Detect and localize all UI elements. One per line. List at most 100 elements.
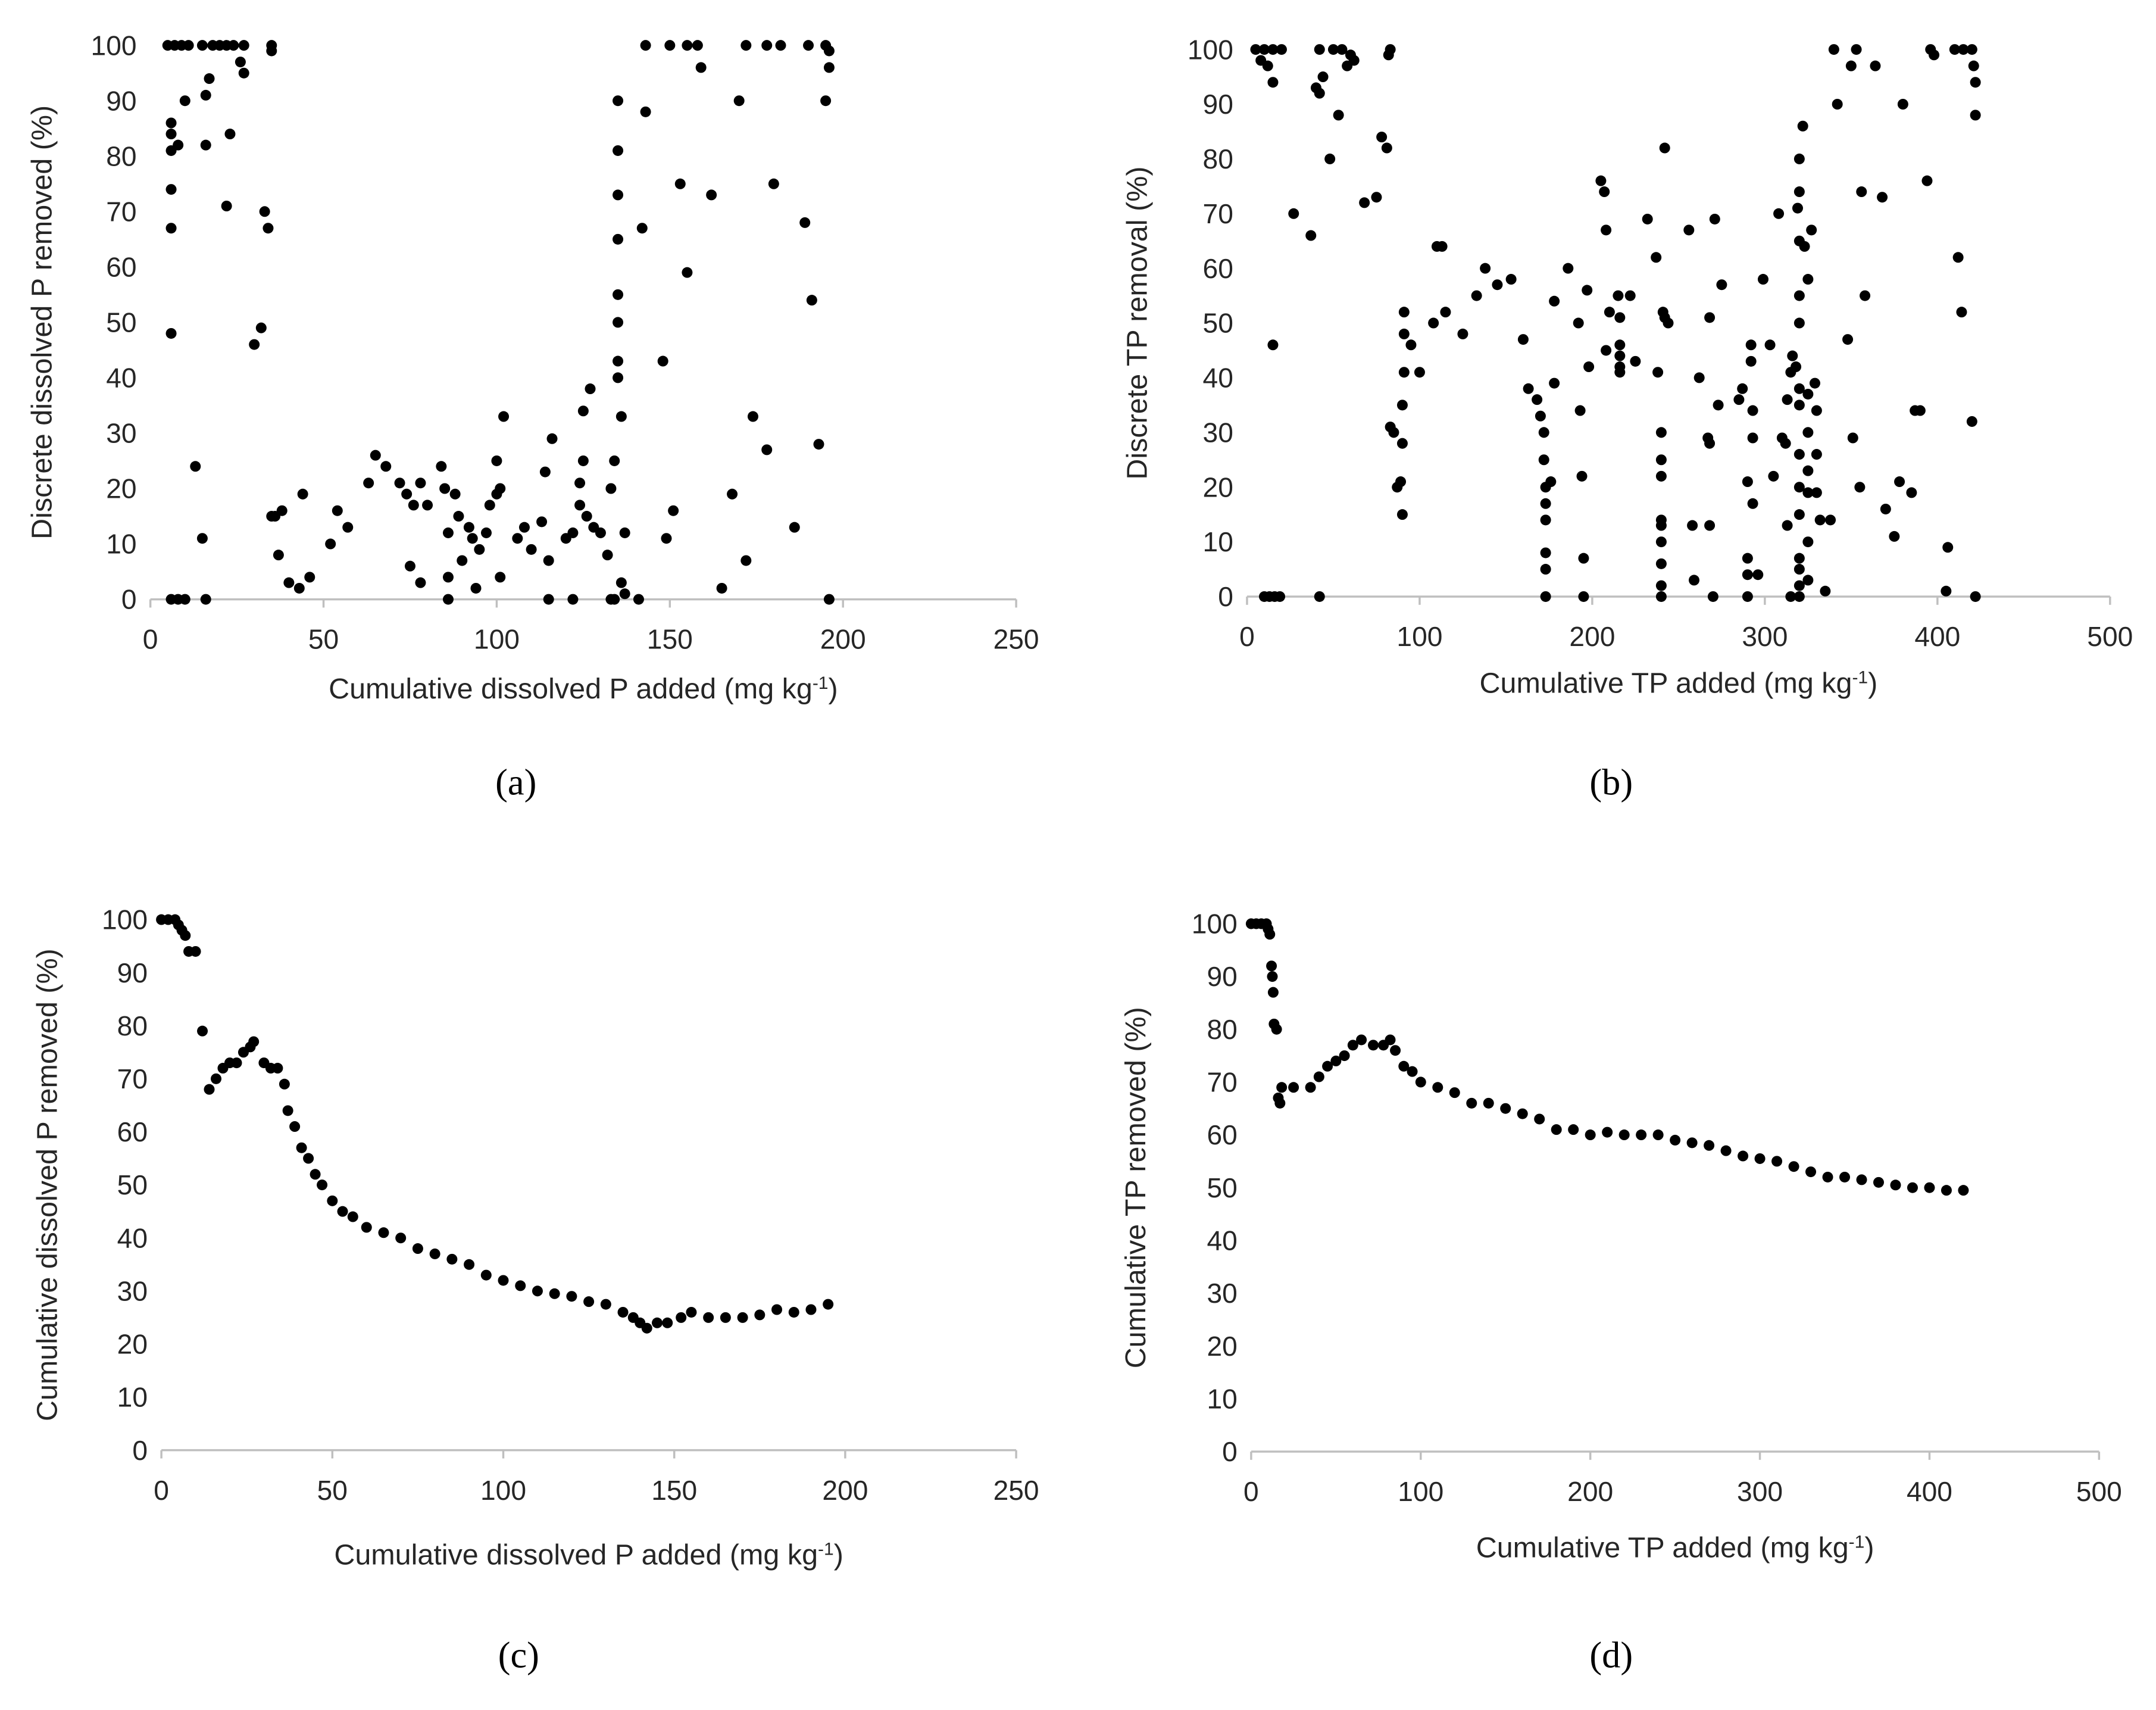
x-tick-label: 400 [1907,1476,1952,1507]
point [1802,465,1814,476]
point [1595,175,1607,186]
point [1802,536,1814,548]
y-tick-label: 100 [1192,909,1238,940]
point [1787,350,1798,361]
point [613,372,624,383]
point [1738,1150,1749,1162]
point [640,40,651,51]
x-axis-label: Cumulative dissolved P added (mg kg-1) [334,1539,843,1571]
point [1333,110,1344,121]
point [1704,520,1716,531]
point [1737,383,1748,394]
point [1811,449,1822,460]
point [248,1036,260,1047]
point [1655,536,1667,548]
point [1534,1113,1545,1125]
x-axis-label: Cumulative dissolved P added (mg kg-1) [329,673,838,705]
point [1860,290,1871,301]
point [512,533,523,544]
point [609,594,620,605]
point [370,450,381,461]
point [1398,367,1410,378]
point [422,500,433,511]
point [1704,312,1716,323]
x-tick-label: 50 [308,624,339,655]
point [446,1253,458,1265]
point [1793,591,1805,602]
point [664,40,676,51]
point [1670,1134,1681,1146]
x-tick-label: 0 [154,1475,169,1506]
x-axis-label-part: Cumulative dissolved P added (mg kg [334,1539,818,1571]
point [1480,263,1491,274]
point [1788,1161,1799,1172]
x-tick-label: 100 [1398,1476,1443,1507]
x-axis-label-part: ) [1864,1532,1874,1564]
point [1822,1171,1833,1182]
point [1842,334,1854,345]
point [1613,290,1624,301]
point [1970,591,1981,602]
point [1578,553,1589,564]
point [1457,328,1468,339]
y-tick-label: 10 [1207,1383,1237,1414]
point [806,295,817,306]
point [1371,192,1382,203]
y-tick-label: 100 [1188,34,1233,65]
point [1688,575,1699,586]
point [337,1206,348,1217]
point [1274,1097,1286,1109]
point [463,522,474,533]
point [1324,153,1336,164]
point [282,1105,293,1116]
point [1385,44,1396,55]
y-tick-label: 0 [1218,581,1233,612]
point [692,40,703,51]
y-tick-label: 60 [1207,1119,1237,1150]
panel-label: (c) [498,1634,539,1675]
point [1274,591,1286,602]
point [1267,987,1279,998]
point [1873,1177,1884,1188]
point [536,516,548,528]
point [1314,88,1325,99]
point [1317,71,1329,83]
point [1642,213,1653,224]
point [1907,1182,1918,1193]
x-axis-label-part: ) [829,673,838,705]
point [1614,339,1626,351]
point [605,483,617,494]
x-axis-label-part: Cumulative TP added (mg kg [1476,1532,1849,1564]
y-tick-label: 90 [1207,961,1237,992]
point [600,1299,611,1310]
point [1267,77,1279,88]
x-tick-label: 200 [822,1475,868,1506]
y-tick-label: 30 [1207,1278,1237,1309]
panel-label: (b) [1589,762,1633,803]
point [1655,580,1667,591]
point [1381,142,1392,154]
point [1276,44,1287,55]
point [1742,553,1753,564]
x-tick-label: 250 [993,624,1039,655]
point [1956,307,1967,318]
point [768,178,779,189]
y-axis-label: Discrete dissolved P removed (%) [26,105,58,539]
point [442,527,454,538]
point [813,439,824,450]
y-tick-label: 80 [1203,143,1233,174]
point [1799,241,1810,252]
x-tick-label: 0 [143,624,158,655]
point [1655,470,1667,482]
point [1568,1124,1579,1135]
point [1764,339,1776,351]
point [231,1057,242,1069]
point [1780,438,1791,449]
point [1832,98,1843,110]
point [1802,427,1814,438]
point [1614,350,1626,361]
x-tick-label: 0 [1243,1476,1259,1507]
point [1359,197,1370,208]
point [249,339,260,350]
y-tick-label: 0 [121,584,137,615]
